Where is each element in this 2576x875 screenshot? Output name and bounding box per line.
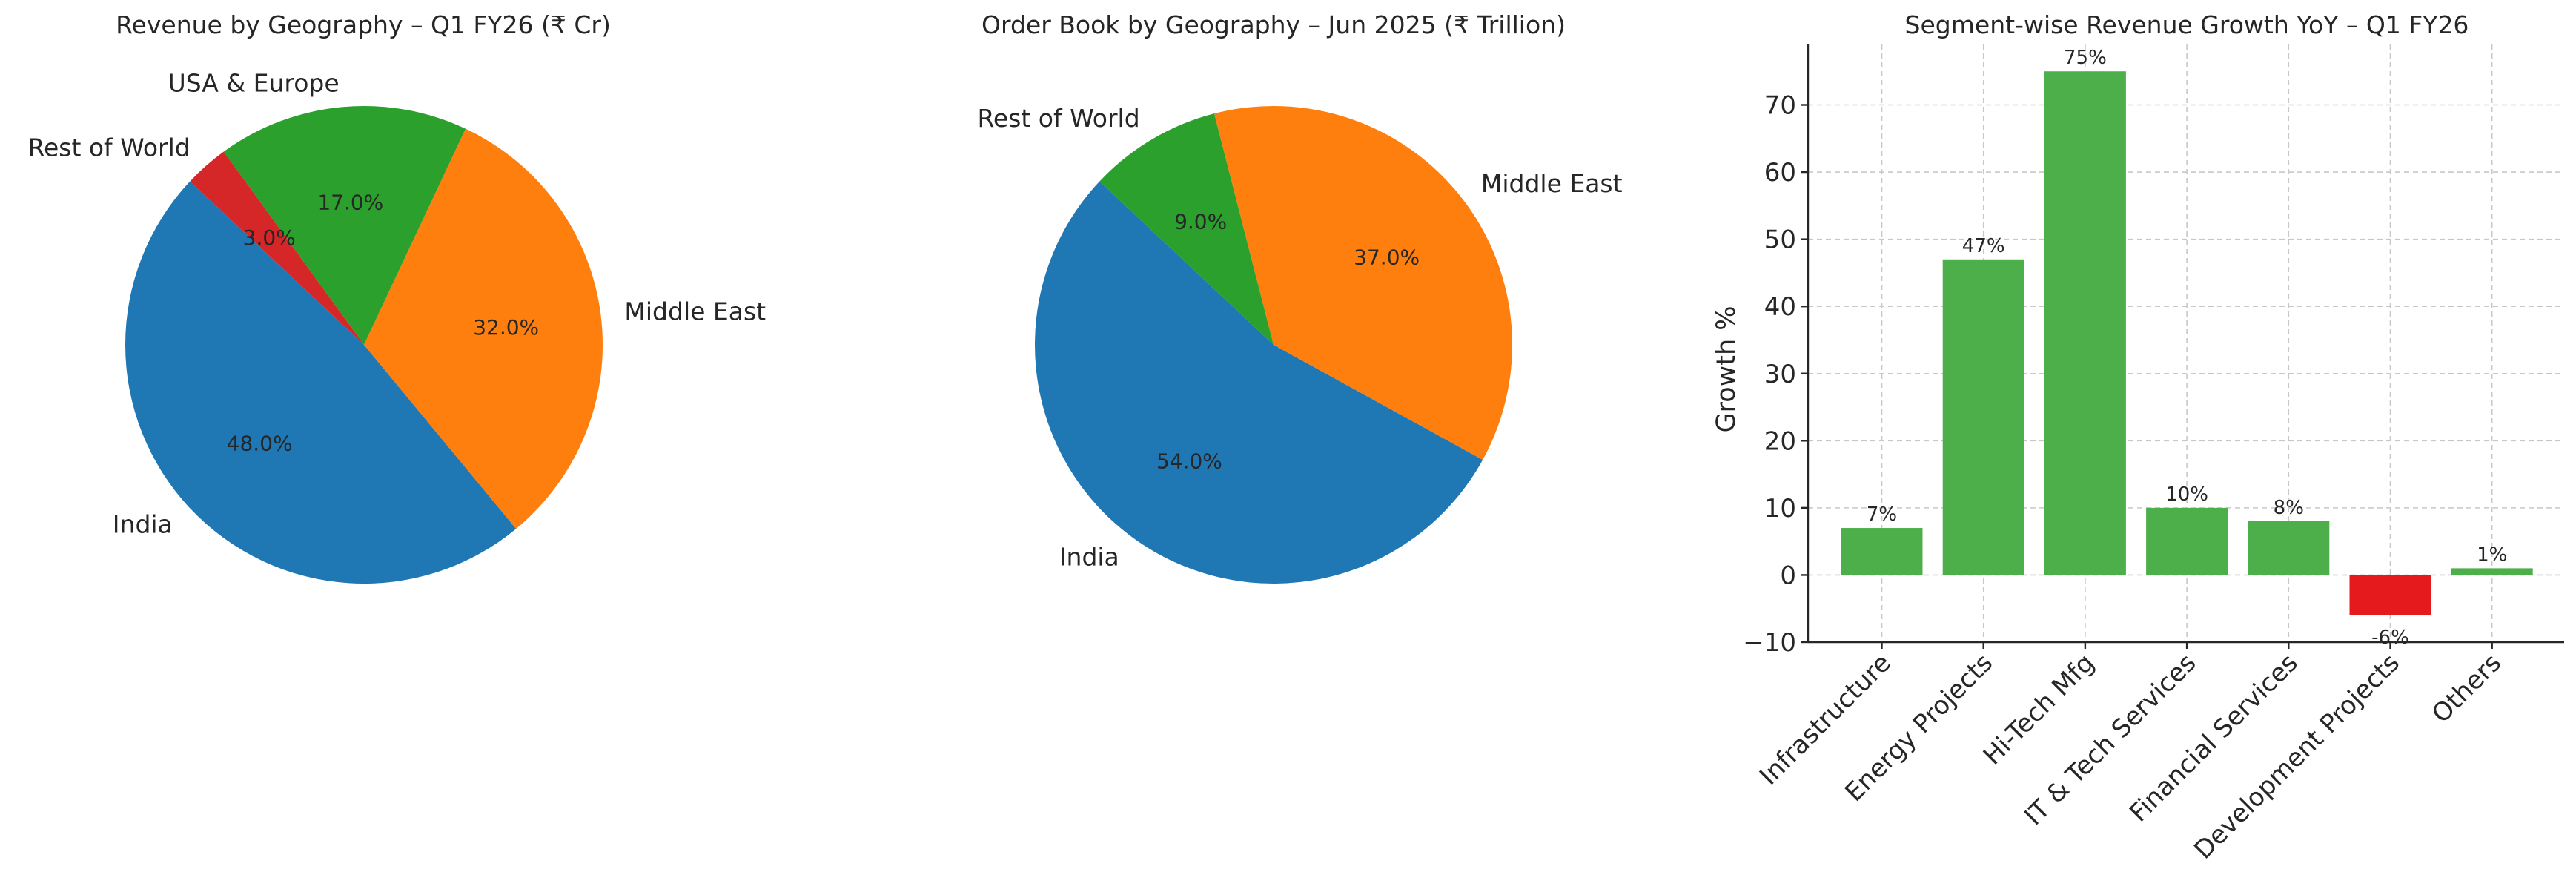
x-tick-label: Development Projects [2188,648,2406,865]
pie1-category-label: USA & Europe [168,68,340,97]
revenue-pie-chart: Revenue by Geography – Q1 FY26 (₹ Cr) 48… [28,10,766,584]
y-tick-label: 60 [1764,158,1796,188]
y-tick-label: 30 [1764,360,1796,389]
pie1-pct-label: 32.0% [473,315,539,340]
pie1-category-label: Middle East [624,297,766,326]
pie1-category-label: Rest of World [28,133,191,162]
y-tick-label: 50 [1764,225,1796,255]
pie2-category-label: India [1059,543,1119,572]
pie1-pct-label: 17.0% [317,191,383,215]
pie1-pct-label: 48.0% [227,431,293,455]
bar-financial-services [2248,521,2330,575]
pie2-slice-india [1034,181,1483,584]
bar-data-label: 10% [2165,483,2208,506]
y-tick-label: 0 [1780,561,1796,590]
x-tick-label: Financial Services [2124,648,2304,828]
bar-data-label: 75% [2064,47,2107,69]
bar-hi-tech-mfg [2044,71,2126,575]
y-tick-label: 10 [1764,494,1796,524]
bar-title: Segment-wise Revenue Growth YoY – Q1 FY2… [1905,10,2469,39]
y-tick-label: 70 [1764,91,1796,121]
pie2-slice-rest-of-world [1099,113,1274,346]
pie1-pct-label: 3.0% [243,225,296,250]
pie2-pct-label: 54.0% [1156,449,1222,473]
pie2-pct-label: 37.0% [1354,245,1420,270]
pie2-category-label: Middle East [1481,169,1623,198]
bar-data-label: 47% [1962,235,2005,257]
pie1-slice-usa-europe [223,106,466,345]
order-book-pie-chart: Order Book by Geography – Jun 2025 (₹ Tr… [977,10,1623,584]
pie2-title: Order Book by Geography – Jun 2025 (₹ Tr… [981,10,1566,39]
y-tick-label: −10 [1743,628,1796,658]
pie1-slice-middle-east [364,128,603,529]
pie1-category-label: India [113,509,173,538]
pie2-slice-middle-east [1213,106,1512,460]
bar-data-label: 8% [2274,497,2304,519]
pie1-slice-rest-of-world [190,151,364,345]
bar-data-label: 7% [1867,503,1897,526]
bar-development-projects [2349,575,2431,615]
bar-data-label: 1% [2477,544,2507,566]
bar-others [2451,568,2533,575]
pie2-category-label: Rest of World [977,104,1139,133]
x-tick-label: IT & Tech Services [2019,648,2202,831]
pie2-pct-label: 9.0% [1174,210,1227,234]
x-tick-label: Others [2426,648,2507,729]
pie1-title: Revenue by Geography – Q1 FY26 (₹ Cr) [116,10,611,39]
bar-it-tech-services [2146,507,2228,575]
y-tick-label: 40 [1764,292,1796,322]
segment-growth-bar-chart: Segment-wise Revenue Growth YoY – Q1 FY2… [1712,10,2564,865]
bar-ylabel: Growth % [1712,306,1741,432]
y-tick-label: 20 [1764,426,1796,456]
bar-infrastructure [1841,528,1923,575]
pie1-slice-india [125,181,517,584]
bar-energy-projects [1942,259,2024,575]
